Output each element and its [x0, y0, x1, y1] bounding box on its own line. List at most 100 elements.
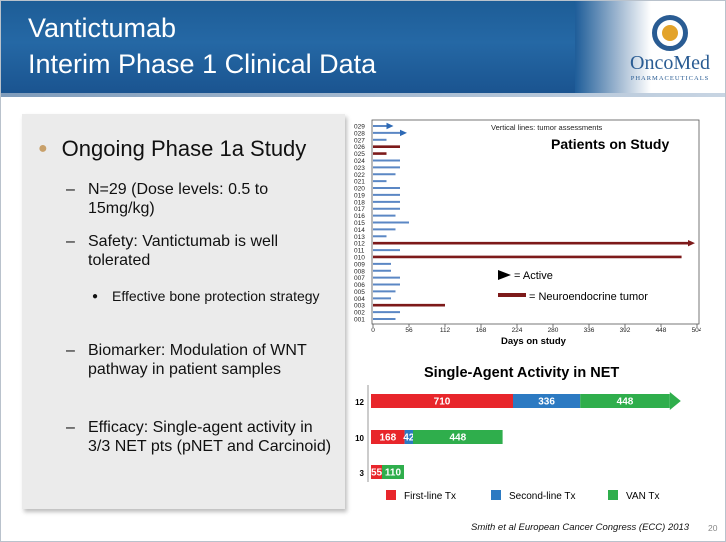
legend-first-line-label: First-line Tx [404, 491, 457, 502]
bullet-n: – N=29 (Dose levels: 0.5 to 15mg/kg) [66, 180, 336, 218]
patient-id-label: 022 [354, 172, 365, 179]
patient-id-label: 025 [354, 151, 365, 158]
legend-second-line-label: Second-line Tx [509, 491, 576, 502]
x-tick-label: 56 [405, 327, 413, 334]
x-tick-label: 112 [440, 327, 451, 334]
activity-chart-svg: 12 710 336 448 10 168 42 448 3 55 110 [355, 385, 681, 482]
bullet-dot-icon: ● [38, 140, 48, 157]
logo-mark-icon [652, 15, 688, 51]
logo-subtitle: PHARMACEUTICALS [630, 75, 710, 82]
activity-bar-segment [371, 394, 513, 408]
activity-bar-segment [382, 465, 404, 479]
x-tick-label: 168 [476, 327, 487, 334]
patient-category-label: 3 [360, 469, 365, 478]
segment-value-label: 448 [449, 433, 466, 444]
active-arrow [400, 129, 407, 137]
slide-title-line1: Vantictumab [28, 13, 177, 43]
bullet-safety-text: Safety: Vantictumab is well tolerated [88, 233, 279, 269]
patient-id-label: 013 [354, 234, 365, 241]
activity-bar-segment [580, 394, 670, 408]
segment-value-label: 710 [434, 397, 451, 408]
x-tick-label: 504 [692, 327, 701, 334]
segment-value-label: 55 [371, 468, 383, 479]
legend-neuro-label: = Neuroendocrine tumor [529, 291, 648, 303]
activity-chart-title: Single-Agent Activity in NET [424, 365, 620, 381]
active-arrow-icon [498, 270, 511, 280]
patient-id-label: 010 [354, 254, 365, 261]
x-tick-label: 280 [548, 327, 559, 334]
segment-value-label: 168 [379, 433, 396, 444]
patient-id-label: 001 [354, 317, 365, 324]
patient-id-label: 027 [354, 137, 365, 144]
x-tick-label: 336 [584, 327, 595, 334]
patient-id-label: 007 [354, 275, 365, 282]
logo-name: OncoMed [630, 52, 710, 74]
x-tick-label: 224 [512, 327, 523, 334]
active-arrow [688, 239, 695, 247]
patient-id-label: 019 [354, 192, 365, 199]
x-axis-label: Days on study [501, 336, 566, 347]
segment-value-label: 448 [617, 397, 634, 408]
slide-title-line2: Interim Phase 1 Clinical Data [28, 49, 377, 79]
single-agent-activity-chart: Single-Agent Activity in NET 12 710 336 448… [346, 356, 725, 511]
x-tick-label: 392 [620, 327, 631, 334]
patient-id-label: 014 [354, 227, 365, 234]
bullet-safety: – Safety: Vantictumab is well tolerated [66, 232, 336, 270]
legend-neuro: = Neuroendocrine tumor [498, 291, 648, 303]
patient-id-label: 023 [354, 165, 365, 172]
x-tick-label: 0 [371, 327, 375, 334]
bullet-main: ● Ongoing Phase 1a Study [38, 136, 338, 162]
patient-category-label: 12 [355, 398, 364, 407]
legend-second-line: Second-line Tx [491, 490, 576, 502]
patient-id-label: 017 [354, 206, 365, 213]
patient-id-label: 015 [354, 220, 365, 227]
title-banner: Vantictumab Interim Phase 1 Clinical Dat… [1, 1, 651, 93]
bullet-bone: ● Effective bone protection strategy [92, 288, 332, 305]
patient-category-label: 10 [355, 434, 364, 443]
bullet-bone-text: Effective bone protection strategy [112, 288, 320, 304]
study-summary-panel: ● Ongoing Phase 1a Study – N=29 (Dose leve… [22, 114, 345, 509]
patient-id-label: 029 [354, 124, 365, 131]
patient-id-label: 002 [354, 310, 365, 317]
patient-id-label: 006 [354, 282, 365, 289]
active-arrow [386, 122, 394, 130]
patient-id-label: 021 [354, 179, 365, 186]
patients-chart-svg: 0290280270260250240230220210200190180170… [354, 119, 701, 334]
chart-annotation: Vertical lines: tumor assessments [491, 123, 603, 132]
segment-value-label: 336 [538, 397, 555, 408]
legend-active: = Active [498, 270, 553, 282]
patient-id-label: 003 [354, 303, 365, 310]
patient-id-label: 026 [354, 144, 365, 151]
bullet-efficacy-text: Efficacy: Single-agent activity in 3/3 N… [88, 419, 332, 455]
patient-id-label: 005 [354, 289, 365, 296]
activity-bar-segment [513, 394, 581, 408]
patient-id-label: 009 [354, 261, 365, 268]
patient-id-label: 008 [354, 268, 365, 275]
bullet-biomarker: – Biomarker: Modulation of WNT pathway in… [66, 341, 336, 379]
patient-id-label: 004 [354, 296, 365, 303]
legend-first-line: First-line Tx [386, 490, 456, 502]
patient-id-label: 016 [354, 213, 365, 220]
segment-value-label: 110 [385, 468, 402, 479]
activity-bar-segment [371, 465, 382, 479]
bullet-efficacy: – Efficacy: Single-agent activity in 3/3 … [66, 418, 336, 456]
patient-id-label: 028 [354, 130, 365, 137]
patient-id-label: 020 [354, 186, 365, 193]
x-tick-label: 448 [656, 327, 667, 334]
patient-id-label: 024 [354, 158, 365, 165]
patients-chart-title: Patients on Study [551, 136, 670, 152]
legend-van-tx-label: VAN Tx [626, 491, 660, 502]
legend-active-label: = Active [514, 270, 553, 282]
activity-bar-segment [371, 430, 405, 444]
neuro-swatch-icon [498, 293, 526, 297]
first-line-swatch-icon [386, 490, 396, 500]
plot-frame [371, 119, 700, 325]
patient-id-label: 018 [354, 199, 365, 206]
page-number: 20 [708, 523, 718, 533]
activity-bar-segment [404, 430, 413, 444]
header-divider [1, 93, 725, 97]
citation: Smith et al European Cancer Congress (EC… [471, 522, 690, 533]
ongoing-arrow [669, 392, 681, 410]
bullet-biomarker-text: Biomarker: Modulation of WNT pathway in … [88, 342, 307, 378]
